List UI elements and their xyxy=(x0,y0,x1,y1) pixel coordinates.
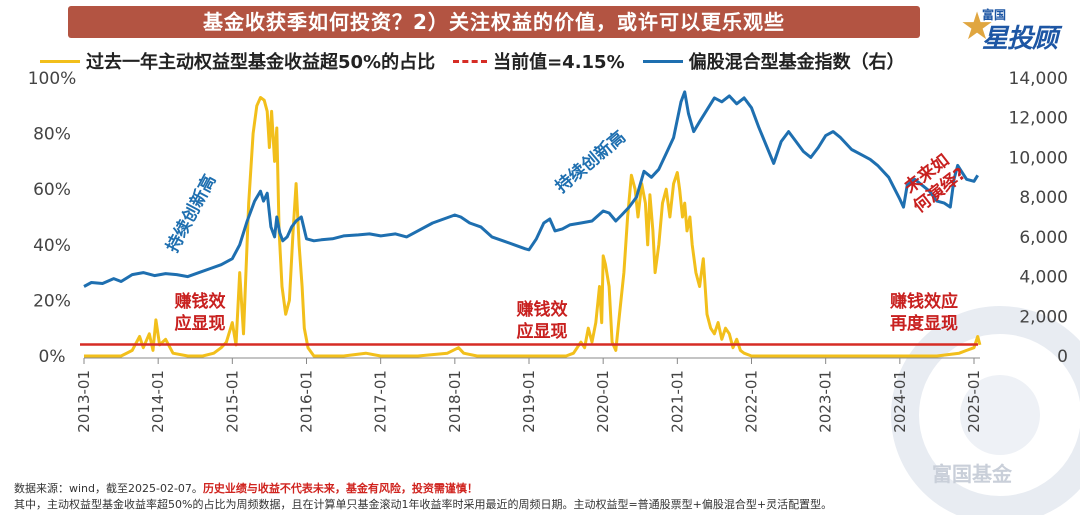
legend-label-yellow: 过去一年主动权益型基金收益超50%的占比 xyxy=(86,52,436,73)
x-tick-label: 2024-01 xyxy=(891,370,909,433)
x-tick-label: 2020-01 xyxy=(594,370,612,433)
annotation-blue-text: 持续创新高 xyxy=(551,126,630,197)
x-tick-label: 2018-01 xyxy=(446,370,464,433)
brand-top-text: 富国 xyxy=(982,8,1007,22)
chart-legend: 过去一年主动权益型基金收益超50%的占比 当前值=4.15% 偏股混合型基金指数… xyxy=(40,48,923,74)
legend-item-red: 当前值=4.15% xyxy=(453,48,625,74)
x-tick-label: 2016-01 xyxy=(298,370,316,433)
x-tick-label: 2023-01 xyxy=(817,370,835,433)
y-right-tick-label: 4,000 xyxy=(1019,268,1068,288)
y-left-tick-label: 80% xyxy=(33,125,71,145)
y-right-tick-label: 14,000 xyxy=(1009,69,1068,89)
y-right-tick-label: 2,000 xyxy=(1019,307,1068,327)
footer-source: 数据来源：wind，截至2025-02-07。历史业绩与收益不代表未来，基金有风… xyxy=(14,480,478,496)
x-tick-label: 2022-01 xyxy=(743,370,761,433)
annotation-red-text: 再度显现 xyxy=(890,313,958,334)
y-left-tick-label: 40% xyxy=(33,236,71,256)
watermark-text: 富国基金 xyxy=(932,462,1012,486)
x-tick-label: 2019-01 xyxy=(520,370,538,433)
legend-label-red: 当前值=4.15% xyxy=(493,52,625,73)
y-left-tick-label: 20% xyxy=(33,291,71,311)
y-left-tick-label: 0% xyxy=(39,347,66,367)
annotation-red-text: 赚钱效 xyxy=(174,291,226,312)
x-tick-label: 2013-01 xyxy=(75,370,93,433)
series-line-blue xyxy=(83,90,979,288)
series-line-yellow xyxy=(84,96,982,358)
chart-axes: 0% 20% 40% 60% 80% 100% 0 2,000 4,000 6,000 8,000 1… xyxy=(28,69,1068,433)
x-tick-label: 2021-01 xyxy=(668,370,686,433)
footer-note: 其中，主动权益型基金收益率超50%的占比为周频数据，且在计算单只基金滚动1年收益… xyxy=(14,498,833,511)
y-right-tick-label: 0 xyxy=(1057,347,1068,367)
annotation-red-text: 赚钱效 xyxy=(516,299,568,320)
y-right-tick-label: 8,000 xyxy=(1019,188,1068,208)
legend-label-blue: 偏股混合型基金指数（右） xyxy=(688,52,905,73)
y-right-tick-label: 12,000 xyxy=(1009,109,1068,129)
x-tick-label: 2015-01 xyxy=(223,370,241,433)
legend-swatch-blue xyxy=(642,59,683,63)
y-right-tick-label: 6,000 xyxy=(1019,228,1068,248)
watermark-core xyxy=(960,375,1040,455)
legend-swatch-yellow xyxy=(40,59,80,63)
x-tick-label: 2014-01 xyxy=(149,370,167,433)
y-left-tick-label: 60% xyxy=(33,180,71,200)
footer-source-text: 数据来源：wind，截至2025-02-07。 xyxy=(14,482,203,495)
x-tick-label: 2025-01 xyxy=(965,370,983,433)
x-tick-label: 2017-01 xyxy=(372,370,390,433)
annotation-red-text: 赚钱效应 xyxy=(889,291,958,312)
brand-logo: ★ 富国 星投顾 xyxy=(960,2,1078,54)
y-right-tick-label: 10,000 xyxy=(1009,148,1068,168)
brand-name-text: 星投顾 xyxy=(982,24,1058,54)
page-title: 基金收获季如何投资？2）关注权益的价值，或许可以更乐观些 xyxy=(68,6,920,38)
annotation-red-text: 应显现 xyxy=(175,313,226,334)
watermark-ring xyxy=(891,306,1080,515)
watermark-logo xyxy=(891,306,1080,515)
legend-item-blue: 偏股混合型基金指数（右） xyxy=(642,48,905,74)
chart-series xyxy=(80,90,982,358)
legend-item-yellow: 过去一年主动权益型基金收益超50%的占比 xyxy=(40,48,435,74)
footer-warning: 历史业绩与收益不代表未来，基金有风险，投资需谨慎！ xyxy=(202,482,478,495)
y-left-tick-label: 100% xyxy=(28,69,77,89)
star-icon: ★ xyxy=(960,4,995,48)
annotation-red-text: 应显现 xyxy=(517,321,568,342)
legend-swatch-red xyxy=(453,59,488,63)
annotation-blue-text: 持续创新高 xyxy=(162,171,220,256)
